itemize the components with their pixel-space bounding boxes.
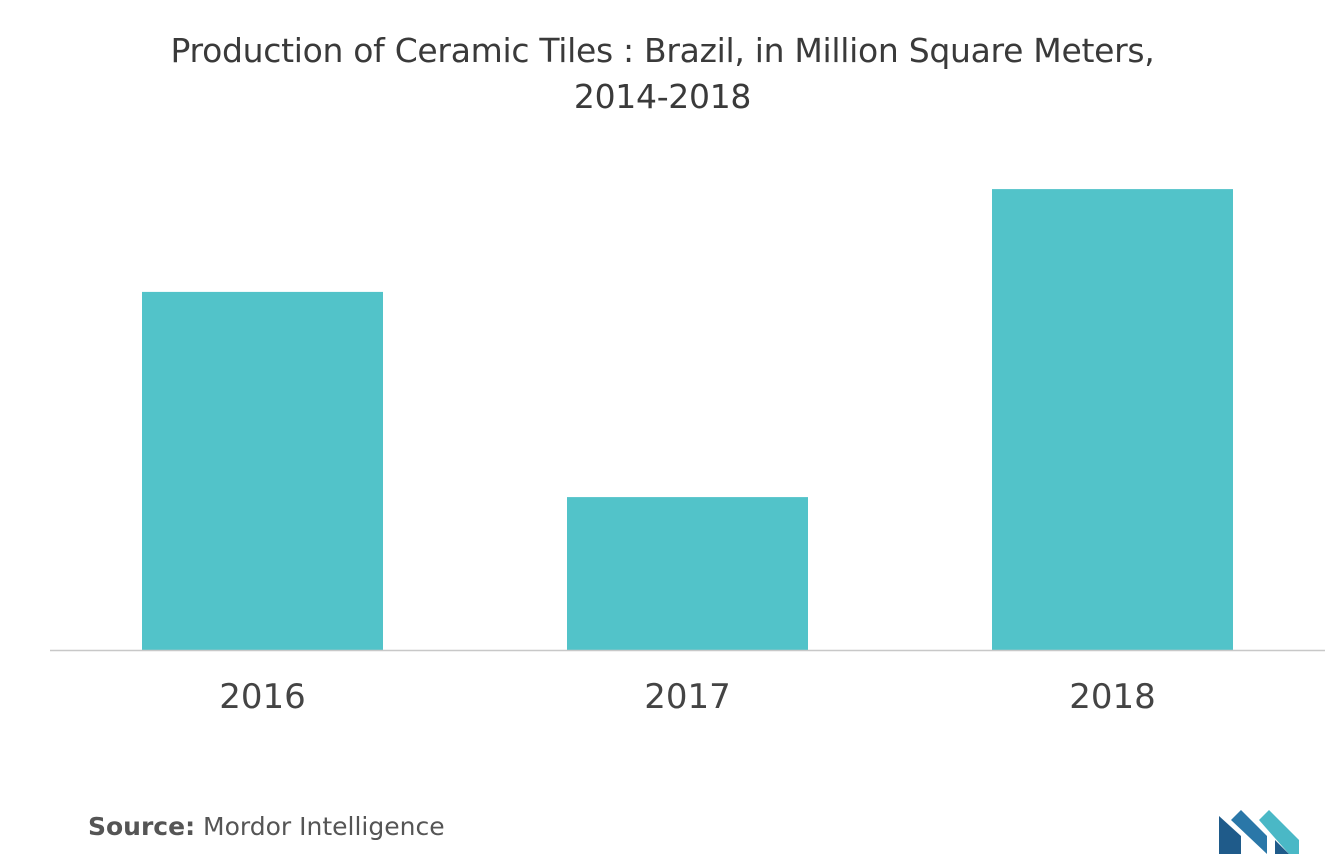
bar-2016 — [142, 291, 383, 650]
x-tick-label-2016: 2016 — [219, 677, 306, 717]
x-tick-label-2017: 2017 — [644, 677, 731, 717]
mordor-intelligence-logo-icon — [1219, 810, 1299, 854]
logo-shape-mid-light — [1259, 810, 1299, 854]
x-tick-label-2018: 2018 — [1069, 677, 1156, 717]
chart-title-line-1: Production of Ceramic Tiles : Brazil, in… — [170, 31, 1155, 70]
source-label: Source: — [88, 812, 196, 841]
chart-title-line-2: 2014-2018 — [573, 77, 752, 116]
logo-shape-mid-dark — [1231, 810, 1267, 854]
bar-2017 — [567, 497, 808, 650]
logo-shape-right — [1275, 840, 1289, 854]
chart-title: Production of Ceramic Tiles : Brazil, in… — [0, 28, 1325, 120]
source-note: Source: Mordor Intelligence — [88, 812, 445, 841]
source-value: Mordor Intelligence — [203, 812, 445, 841]
bar-2018 — [992, 189, 1233, 650]
logo-shape-left — [1219, 816, 1241, 854]
